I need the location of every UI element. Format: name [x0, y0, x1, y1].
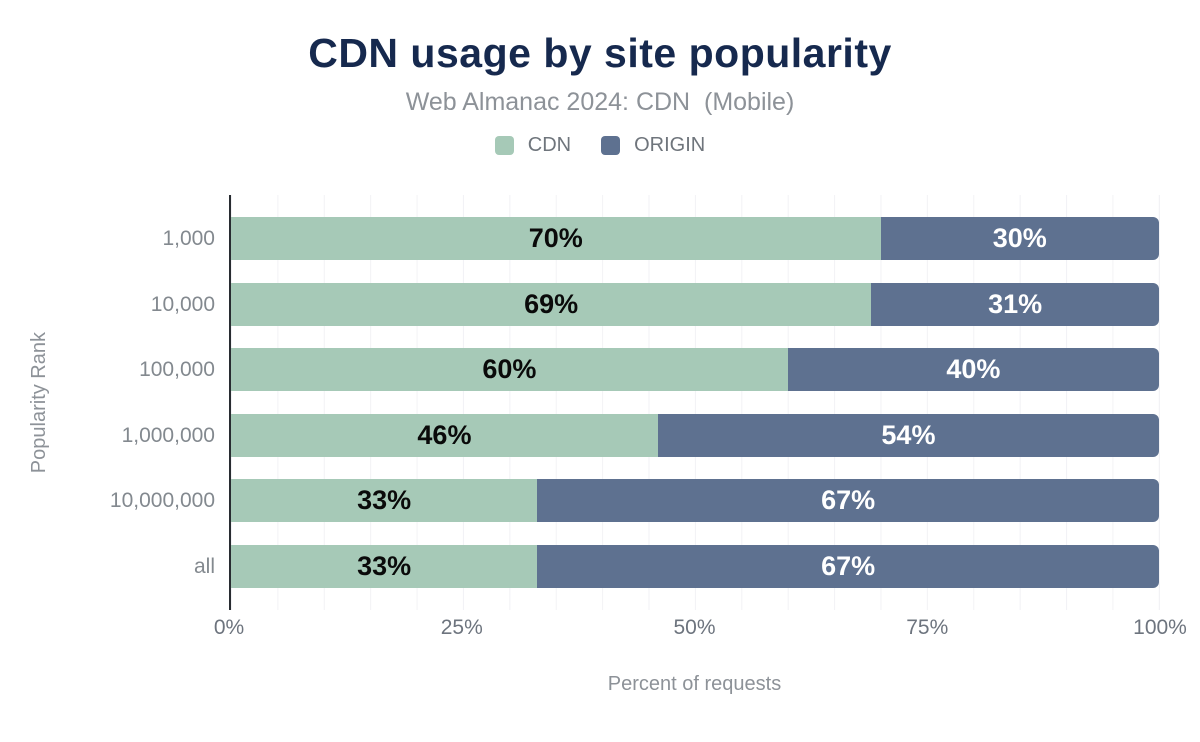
bar-value-label: 33%	[357, 485, 412, 516]
bar-row: 33% 67%	[231, 479, 1159, 523]
y-axis-label: 1,000	[162, 227, 215, 251]
bar-row: 33% 67%	[231, 544, 1159, 588]
bar-segment-cdn[interactable]: 60%	[231, 348, 788, 392]
x-axis-tick: 75%	[906, 616, 949, 639]
bar-value-label: 46%	[417, 419, 472, 450]
bar-segment-origin[interactable]: 31%	[871, 282, 1159, 326]
bar-segment-cdn[interactable]: 69%	[231, 282, 872, 326]
bar-row: 69% 31%	[231, 282, 1159, 326]
bar-value-label: 30%	[992, 223, 1047, 254]
x-axis-tick: 100%	[1133, 616, 1187, 639]
x-axis-ticks: 0% 25% 50% 75% 100%	[214, 616, 1187, 644]
chart-title: CDN usage by site popularity	[308, 30, 892, 76]
y-axis-label: all	[193, 554, 215, 578]
bar-segment-cdn[interactable]: 70%	[231, 217, 881, 261]
bar-segment-origin[interactable]: 67%	[537, 479, 1159, 523]
bar-row: 46% 54%	[231, 413, 1159, 457]
bar-value-label: 70%	[528, 223, 583, 254]
bar-value-label: 33%	[357, 550, 412, 581]
legend-label-origin: ORIGIN	[634, 134, 706, 157]
bar-value-label: 40%	[946, 354, 1001, 385]
plot-area: 70% 30% 69% 31% 60% 40% 46% 54% 33% 67% …	[229, 195, 1160, 610]
bar-segment-cdn[interactable]: 33%	[231, 479, 538, 523]
bar-segment-origin[interactable]: 67%	[537, 544, 1159, 588]
x-axis-tick: 50%	[673, 616, 716, 639]
legend-label-cdn: CDN	[527, 134, 572, 157]
bar-segment-origin[interactable]: 30%	[880, 217, 1159, 261]
bar-value-label: 54%	[881, 419, 936, 450]
bar-value-label: 31%	[988, 288, 1043, 319]
bar-row: 70% 30%	[231, 217, 1159, 261]
legend-item-origin[interactable]: ORIGIN	[601, 134, 705, 157]
y-axis-label: 10,000	[150, 292, 215, 316]
bar-segment-origin[interactable]: 54%	[657, 413, 1159, 457]
cdn-swatch-icon	[494, 136, 514, 156]
bar-segment-cdn[interactable]: 33%	[231, 544, 538, 588]
x-axis-tick: 0%	[213, 616, 245, 639]
bar-value-label: 69%	[524, 288, 579, 319]
chart-area: Popularity Rank 1,000 10,000 100,000 1,0…	[0, 195, 1200, 742]
bar-segment-cdn[interactable]: 46%	[231, 413, 658, 457]
x-axis-tick: 25%	[440, 616, 483, 639]
legend-item-cdn[interactable]: CDN	[494, 134, 572, 157]
x-axis-title: Percent of requests	[607, 673, 782, 695]
bar-row: 60% 40%	[231, 348, 1159, 392]
legend: CDN ORIGIN	[0, 134, 1200, 157]
y-axis-label: 100,000	[139, 358, 215, 382]
y-axis-label: 1,000,000	[121, 423, 215, 447]
origin-swatch-icon	[601, 136, 621, 156]
bar-value-label: 67%	[821, 485, 876, 516]
y-axis-labels: 1,000 10,000 100,000 1,000,000 10,000,00…	[0, 195, 215, 610]
bar-value-label: 67%	[821, 550, 876, 581]
bar-segment-origin[interactable]: 40%	[787, 348, 1159, 392]
bar-value-label: 60%	[482, 354, 537, 385]
chart-subtitle: Web Almanac 2024: CDN (Mobile)	[405, 88, 795, 117]
y-axis-label: 10,000,000	[109, 489, 215, 513]
